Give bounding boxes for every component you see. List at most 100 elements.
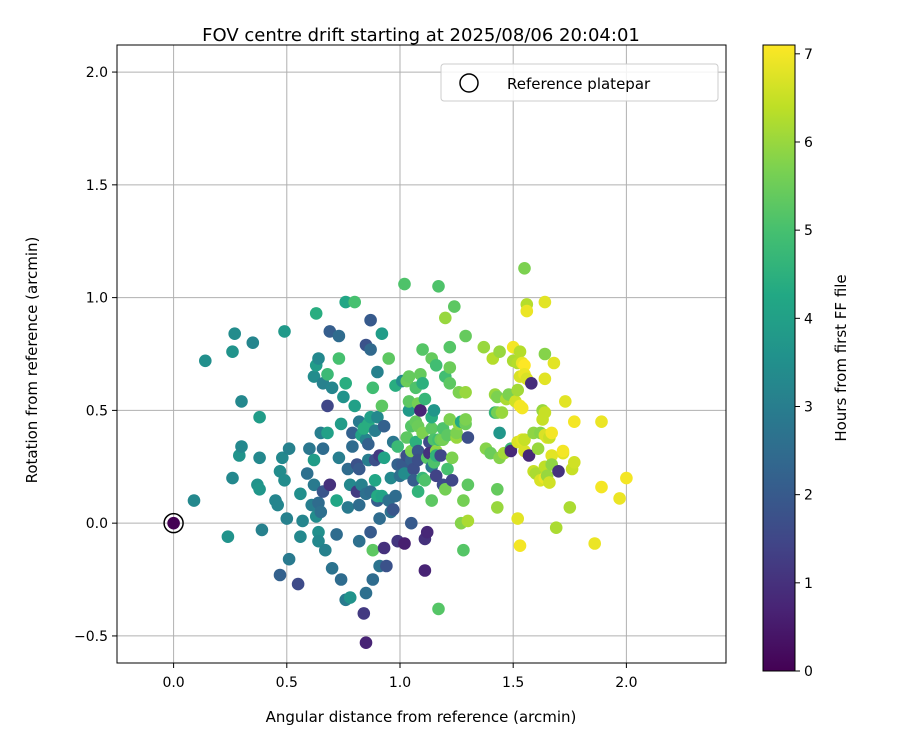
x-tick-label: 1.0 [389, 675, 411, 691]
scatter-point [364, 313, 377, 327]
scatter-point [291, 577, 305, 591]
scatter-point [380, 559, 393, 573]
scatter-point [595, 480, 608, 494]
scatter-point [271, 498, 285, 512]
scatter-point [461, 514, 475, 528]
scatter-point [443, 377, 457, 390]
scatter-point [493, 426, 506, 440]
legend-marker-reference [459, 73, 479, 93]
scatter-point [402, 370, 416, 383]
scatter-point [511, 512, 524, 525]
scatter-point [253, 451, 266, 465]
scatter-point [352, 534, 366, 548]
colorbar-ticks: 0 1 2 3 4 5 6 7 [795, 47, 813, 680]
colorbar: 0 1 2 3 4 5 6 7 Hours from first FF file [762, 44, 850, 680]
scatter-point [307, 370, 321, 383]
scatter-point [312, 534, 325, 548]
scatter-point [280, 512, 294, 525]
scatter-point [366, 381, 380, 395]
scatter-point [187, 494, 201, 507]
scatter-point [389, 489, 402, 503]
scatter-point [377, 451, 391, 465]
scatter-point [314, 505, 328, 519]
scatter-point [538, 347, 552, 361]
y-axis-ticks: −0.5 0.0 0.5 1.0 1.5 2.0 [74, 65, 117, 645]
scatter-point [552, 465, 565, 478]
scatter-point [543, 476, 556, 489]
scatter-point [246, 336, 260, 350]
scatter-point [429, 359, 443, 372]
scatter-point [525, 377, 538, 390]
scatter-point [545, 449, 558, 462]
scatter-point [439, 483, 452, 496]
scatter-point [457, 543, 470, 557]
scatter-point [303, 442, 316, 456]
scatter-point [439, 311, 452, 325]
scatter-point [343, 591, 357, 604]
scatter-point [319, 543, 332, 557]
x-axis-ticks: 0.0 0.5 1.0 1.5 2.0 [162, 663, 638, 691]
scatter-point [511, 383, 524, 397]
scatter-point [620, 471, 633, 485]
scatter-point [199, 354, 212, 368]
scatter-point [371, 365, 384, 379]
scatter-point [294, 487, 307, 501]
scatter-point [296, 514, 309, 528]
scatter-point [520, 304, 534, 318]
scatter-point [513, 345, 527, 359]
scatter-point [377, 419, 391, 433]
scatter-point [330, 494, 343, 507]
colorbar-tick-label: 2 [804, 488, 813, 504]
scatter-point [323, 478, 337, 492]
scatter-point [538, 406, 552, 419]
scatter-point [459, 413, 472, 426]
y-tick-label: −0.5 [74, 629, 108, 645]
legend-label-reference: Reference platepar [507, 75, 651, 93]
scatter-point [495, 406, 509, 419]
scatter-point [549, 521, 563, 534]
scatter-point [352, 498, 366, 512]
scatter-point [321, 368, 334, 381]
scatter-point [321, 426, 334, 440]
scatter-point [366, 573, 380, 586]
scatter-point [325, 562, 339, 575]
x-tick-label: 0.0 [162, 675, 184, 691]
colorbar-gradient [763, 45, 795, 671]
scatter-point [418, 474, 432, 487]
scatter-point [377, 541, 391, 555]
scatter-point [339, 295, 353, 309]
colorbar-label: Hours from first FF file [832, 274, 850, 441]
legend: Reference platepar [440, 63, 719, 102]
y-tick-label: 1.5 [86, 178, 108, 194]
scatter-point [366, 543, 380, 557]
y-tick-label: 2.0 [86, 65, 108, 81]
scatter-point [457, 494, 470, 507]
scatter-point [364, 343, 377, 356]
scatter-point [405, 516, 418, 530]
plot-area: 0.0 0.5 1.0 1.5 2.0 −0.5 0.0 0.5 1.0 1.5 2.0 [74, 44, 727, 691]
scatter-point [337, 390, 350, 404]
scatter-point [459, 386, 472, 399]
scatter-point [282, 552, 296, 566]
scatter-point [235, 395, 248, 408]
y-axis-label: Rotation from reference (arcmin) [23, 237, 41, 484]
scatter-point [547, 356, 561, 370]
scatter-point [398, 277, 411, 291]
colorbar-tick-label: 7 [804, 47, 813, 63]
scatter-point [359, 636, 373, 649]
scatter-point [425, 494, 439, 507]
scatter-point [538, 295, 552, 309]
scatter-point [491, 483, 504, 496]
scatter-point [522, 449, 536, 462]
scatter-point [504, 444, 518, 458]
scatter-point [226, 345, 239, 359]
scatter-point [429, 469, 443, 483]
y-tick-label: 0.5 [86, 403, 108, 419]
scatter-point [432, 280, 445, 293]
scatter-point [411, 444, 425, 458]
scatter-point [273, 568, 287, 582]
scatter-point [334, 417, 348, 431]
scatter-point [493, 345, 506, 359]
scatter-point [278, 474, 291, 487]
scatter-point [334, 573, 348, 586]
